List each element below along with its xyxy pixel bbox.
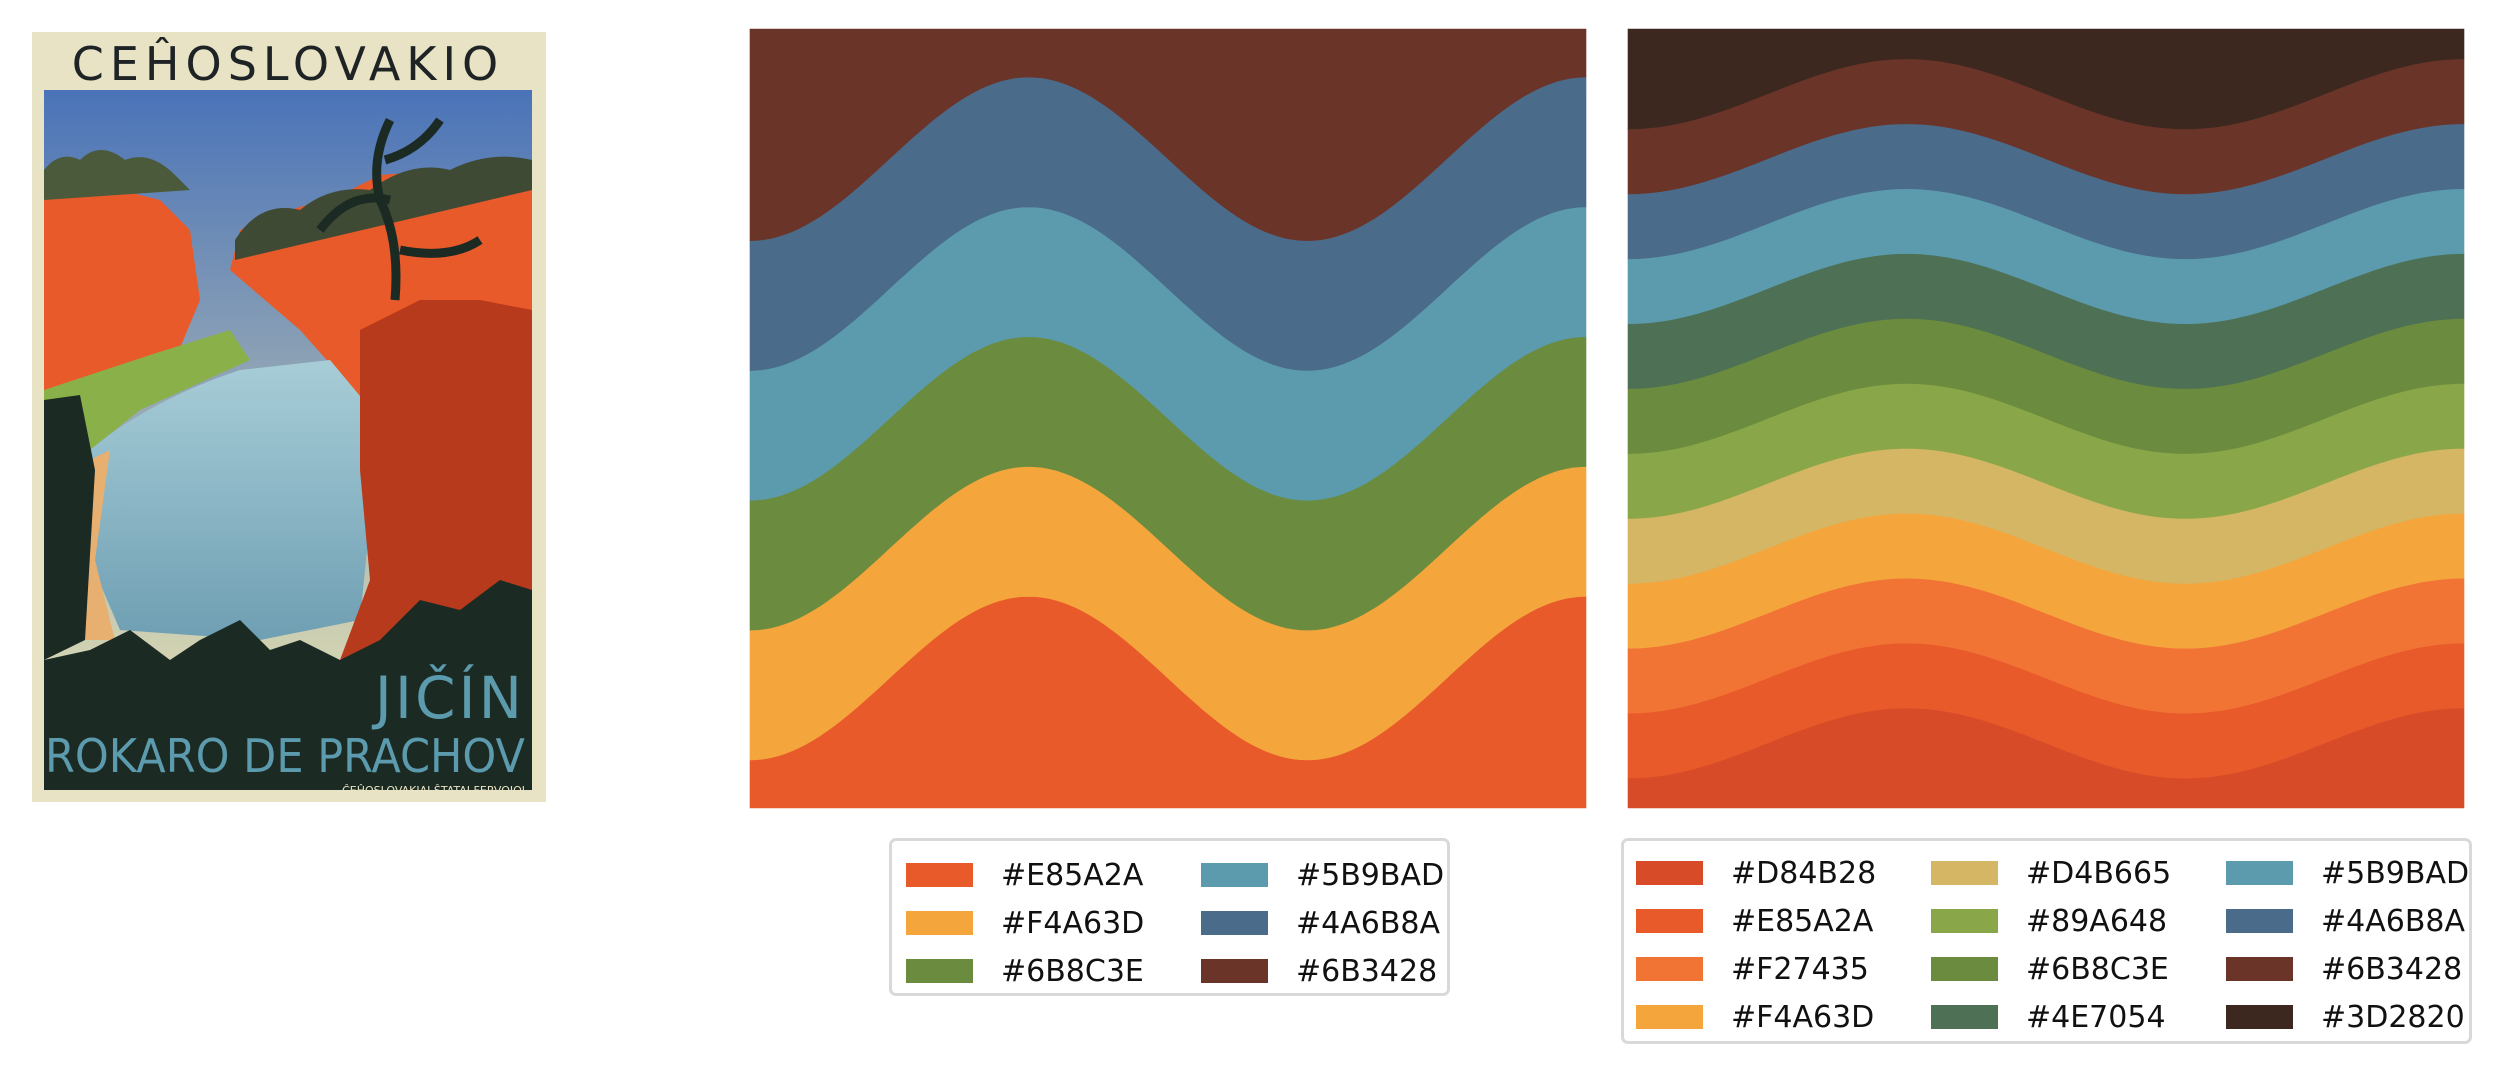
legend-swatch — [2226, 909, 2293, 933]
legend-item: #5B9BAD — [1201, 855, 1444, 895]
left-trees — [44, 150, 190, 200]
legend-item: #3D2820 — [2226, 997, 2465, 1037]
legend-swatch — [1931, 1005, 1998, 1029]
legend-label: #4A6B8A — [2321, 903, 2466, 939]
legend-label: #F27435 — [1731, 951, 1869, 987]
legend-swatch — [1636, 909, 1703, 933]
legend-item: #E85A2A — [1636, 901, 1873, 941]
legend-label: #89A648 — [2026, 903, 2168, 939]
poster-credit: ĈEĤOSLOVAKIAJ ŜTATAJ FERVOJOJ — [342, 784, 525, 797]
legend-swatch — [1636, 861, 1703, 885]
legend-item: #4A6B8A — [2226, 901, 2465, 941]
legend-swatch — [2226, 861, 2293, 885]
legend-item: #89A648 — [1931, 901, 2167, 941]
legend-label: #D4B665 — [2026, 855, 2172, 891]
legend-swatch — [906, 911, 973, 935]
legend-label: #F4A63D — [1731, 999, 1875, 1035]
legend-label: #4A6B8A — [1296, 905, 1441, 941]
legend-label: #E85A2A — [1731, 903, 1874, 939]
legend-item: #F4A63D — [1636, 997, 1874, 1037]
legend-swatch — [1931, 957, 1998, 981]
legend-item: #4E7054 — [1931, 997, 2166, 1037]
legend-swatch — [2226, 957, 2293, 981]
legend-swatch — [1636, 957, 1703, 981]
legend-streamgraph-6: #E85A2A #F4A63D #6B8C3E #5B9BAD #4A6B8A #6B34… — [889, 838, 1450, 996]
legend-swatch — [1201, 959, 1268, 983]
legend-swatch — [2226, 1005, 2293, 1029]
streamgraph-6 — [749, 28, 1587, 809]
stream-layer-12 — [1627, 28, 2465, 130]
poster-title-top: CEĤOSLOVAKIO — [72, 37, 505, 91]
legend-swatch — [1201, 863, 1268, 887]
legend-label: #6B3428 — [2321, 951, 2463, 987]
legend-item: #4A6B8A — [1201, 903, 1440, 943]
legend-label: #5B9BAD — [2321, 855, 2470, 891]
legend-label: #3D2820 — [2321, 999, 2465, 1035]
legend-label: #6B8C3E — [2026, 951, 2169, 987]
streamgraph-12 — [1627, 28, 2465, 809]
legend-label: #F4A63D — [1001, 905, 1145, 941]
poster-title-city: JIČÍN — [372, 663, 525, 732]
legend-item: #6B3428 — [2226, 949, 2462, 989]
legend-item: #D84B28 — [1636, 853, 1876, 893]
legend-swatch — [1636, 1005, 1703, 1029]
left-cliff — [44, 170, 200, 410]
legend-label: #6B3428 — [1296, 953, 1438, 989]
legend-swatch — [1201, 911, 1268, 935]
legend-label: #D84B28 — [1731, 855, 1877, 891]
legend-item: #E85A2A — [906, 855, 1143, 895]
legend-label: #E85A2A — [1001, 857, 1144, 893]
legend-item: #6B8C3E — [1931, 949, 2169, 989]
lake — [90, 360, 380, 640]
legend-item: #6B3428 — [1201, 951, 1437, 991]
legend-item: #D4B665 — [1931, 853, 2171, 893]
legend-label: #5B9BAD — [1296, 857, 1445, 893]
poster: CEĤOSLOVAKIO JIČÍN ROKARO DE PRACHOV ĈEĤ… — [32, 32, 546, 802]
legend-item: #5B9BAD — [2226, 853, 2469, 893]
legend-streamgraph-12: #D84B28 #E85A2A #F27435 #F4A63D #D4B665 #89A6… — [1621, 838, 2472, 1044]
legend-swatch — [1931, 861, 1998, 885]
legend-item: #F4A63D — [906, 903, 1144, 943]
poster-title-place: ROKARO DE PRACHOV — [45, 729, 525, 783]
legend-label: #4E7054 — [2026, 999, 2166, 1035]
left-rock-shadow — [44, 395, 95, 660]
legend-item: #6B8C3E — [906, 951, 1144, 991]
legend-label: #6B8C3E — [1001, 953, 1144, 989]
grass-bank — [44, 330, 250, 470]
stream-layer-6 — [749, 28, 1587, 241]
legend-swatch — [1931, 909, 1998, 933]
foreground-forest — [44, 580, 532, 790]
legend-item: #F27435 — [1636, 949, 1869, 989]
pine-tree — [316, 117, 483, 301]
legend-swatch — [906, 863, 973, 887]
legend-swatch — [906, 959, 973, 983]
